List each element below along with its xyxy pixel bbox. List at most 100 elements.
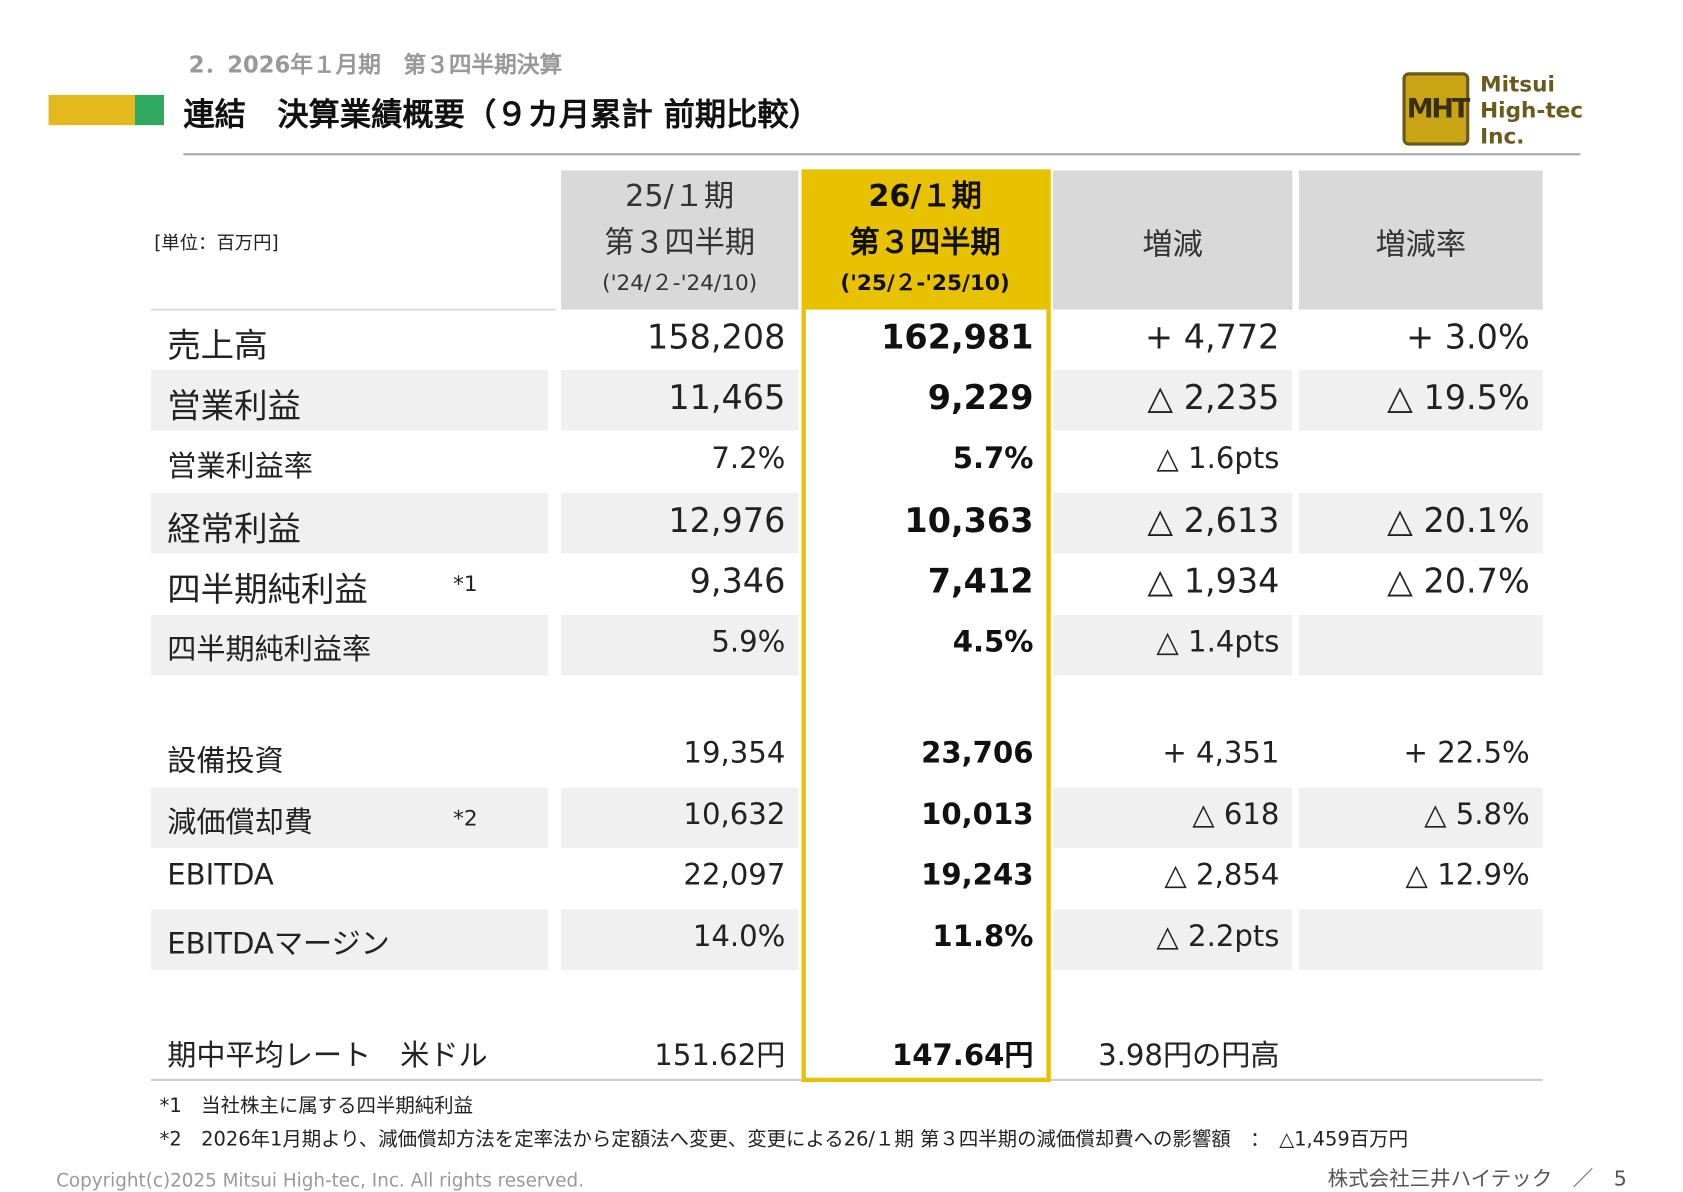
row-shade [560, 370, 799, 431]
row-shade [1052, 493, 1293, 554]
header-cell [1052, 170, 1293, 310]
row-shade [151, 614, 549, 676]
row-shade [1052, 614, 1293, 676]
cell-prev: 12,976 [668, 501, 786, 541]
slide-title: 連結 決算業績概要（９カ月累計 前期比較） [183, 96, 821, 133]
row-shade [560, 787, 799, 848]
cell-change: △ 2,235 [1147, 378, 1280, 418]
cell-change: △ 1.6pts [1156, 442, 1280, 477]
section-title: 2．2026年１月期 第３四半期決算 [188, 51, 563, 78]
cell-curr: 9,229 [927, 378, 1034, 418]
column-header: 増減 [1142, 226, 1203, 263]
cell-prev: 9,346 [689, 561, 786, 601]
row-shade [560, 909, 799, 970]
copyright: Copyright(c)2025 Mitsui High-tec, Inc. A… [56, 1170, 585, 1192]
row-shade [151, 370, 549, 431]
cell-prev: 22,097 [683, 859, 786, 893]
logo-text-line: Mitsui [1480, 71, 1555, 98]
row-label: 売上高 [167, 326, 268, 366]
cell-change: △ 2.2pts [1156, 920, 1280, 955]
cell-rate: △ 20.7% [1387, 561, 1530, 601]
cell-change: △ 1.4pts [1156, 626, 1280, 660]
row-label: 設備投資 [167, 744, 284, 779]
row-label: 期中平均レート 米ドル [167, 1039, 488, 1073]
row-label: 減価償却費 [167, 806, 313, 840]
column-header: 25/１期 [625, 178, 735, 214]
row-label: 四半期純利益 [167, 570, 368, 610]
row-shade [1298, 370, 1543, 431]
cell-curr: 147.64円 [891, 1039, 1034, 1073]
cell-change: △ 1,934 [1147, 561, 1280, 601]
cell-change: △ 618 [1192, 798, 1280, 833]
highlight-frame [801, 169, 1051, 1083]
row-shade [1052, 787, 1293, 848]
cell-curr: 162,981 [881, 318, 1034, 357]
header-cell [803, 170, 1049, 310]
cell-curr: 19,243 [921, 859, 1034, 893]
logo-text-line: Inc. [1480, 122, 1525, 149]
cell-curr: 7,412 [927, 561, 1034, 601]
row-shade [1298, 909, 1543, 970]
cell-curr: 4.5% [952, 626, 1034, 660]
cell-rate: + 3.0% [1406, 318, 1530, 357]
row-shade [151, 493, 549, 554]
unit-label: [単位：百万円] [154, 233, 279, 255]
row-note: *2 [453, 804, 478, 831]
cell-rate: △ 5.8% [1424, 798, 1530, 833]
cell-rate: △ 12.9% [1405, 859, 1530, 893]
row-note: *1 [453, 570, 478, 597]
cell-curr: 23,706 [921, 737, 1034, 771]
cell-prev: 158,208 [647, 318, 786, 357]
cell-prev: 151.62円 [654, 1039, 786, 1073]
row-shade [1298, 614, 1543, 676]
column-header: ('24/２-'24/10) [602, 269, 758, 296]
row-shade [151, 787, 549, 848]
cell-curr: 10,013 [921, 798, 1034, 833]
column-header: 第３四半期 [604, 224, 756, 260]
cell-prev: 11,465 [668, 378, 786, 418]
cell-change: 3.98円の円高 [1098, 1039, 1280, 1073]
row-shade [1298, 493, 1543, 554]
row-label: 経常利益 [167, 510, 301, 549]
header-cell [560, 170, 799, 310]
cell-rate: + 22.5% [1403, 737, 1530, 771]
cell-curr: 11.8% [932, 920, 1034, 955]
row-shade [1298, 787, 1543, 848]
cell-curr: 10,363 [904, 501, 1034, 541]
column-header: 増減率 [1375, 226, 1467, 263]
cell-rate: △ 19.5% [1387, 378, 1530, 418]
row-shade [560, 614, 799, 676]
header-cell [1298, 170, 1543, 310]
footnote: *2 2026年1月期より、減価償却方法を定率法から定額法へ変更、変更による26… [159, 1128, 1409, 1152]
header-rule [151, 308, 556, 311]
cell-change: △ 2,854 [1164, 859, 1280, 893]
logo-box [1402, 72, 1470, 146]
row-label: 営業利益 [167, 387, 301, 426]
logo-text-line: High-tec [1480, 97, 1584, 123]
logo-mark: MHT [1406, 92, 1470, 125]
column-header: 第３四半期 [849, 224, 1001, 260]
row-shade [1052, 370, 1293, 431]
cell-rate: △ 20.1% [1387, 501, 1530, 541]
column-header: 26/１期 [868, 178, 982, 214]
cell-change: + 4,772 [1145, 318, 1280, 357]
cell-prev: 7.2% [711, 442, 786, 477]
cell-prev: 5.9% [711, 626, 786, 660]
cell-prev: 14.0% [692, 920, 786, 955]
cell-curr: 5.7% [952, 442, 1034, 477]
cell-prev: 19,354 [683, 737, 786, 771]
page-footer: 株式会社三井ハイテック ／ 5 [1327, 1167, 1627, 1191]
row-label: 営業利益率 [167, 450, 313, 484]
title-rule [183, 153, 1581, 156]
column-header: ('25/２-'25/10) [840, 269, 1010, 296]
accent-yellow [48, 94, 135, 126]
cell-change: + 4,351 [1162, 737, 1280, 771]
cell-prev: 10,632 [683, 798, 786, 833]
row-shade [151, 909, 549, 970]
row-label: EBITDAマージン [167, 928, 390, 962]
row-shade [560, 493, 799, 554]
row-label: EBITDA [167, 859, 274, 893]
row-shade [1052, 909, 1293, 970]
